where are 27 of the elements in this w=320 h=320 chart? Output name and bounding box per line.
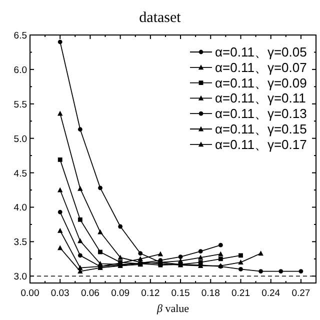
legend-label: α=0.11、γ=0.05 xyxy=(215,44,307,60)
legend-label: α=0.11、γ=0.17 xyxy=(215,136,307,152)
legend-label: α=0.11、γ=0.15 xyxy=(215,122,307,136)
x-tick-label: 0.03 xyxy=(50,288,70,299)
legend-label: α=0.11、γ=0.11 xyxy=(215,90,306,106)
x-tick-label: 0.24 xyxy=(262,288,280,299)
x-tick-label: 0.15 xyxy=(171,288,190,299)
x-tick-label: 0.18 xyxy=(201,288,220,299)
y-tick-label: 6.5 xyxy=(14,30,27,42)
x-axis-title: β value xyxy=(156,303,190,315)
x-tick-label: 0.00 xyxy=(20,288,40,299)
y-tick-label: 3.5 xyxy=(14,237,27,248)
y-tick-label: 3.0 xyxy=(14,272,27,283)
y-tick-label: 4.0 xyxy=(14,202,27,214)
y-tick-label: 4.5 xyxy=(14,168,27,180)
legend-label: α=0.11、γ=0.09 xyxy=(215,75,307,90)
y-tick-label: 6.0 xyxy=(14,64,27,76)
x-tick-label: 0.27 xyxy=(292,288,310,299)
legend-label: α=0.11、γ=0.13 xyxy=(215,106,307,122)
x-tick-label: 0.12 xyxy=(141,288,160,299)
y-tick-label: 5.5 xyxy=(14,99,27,110)
chart-title: dataset xyxy=(139,10,182,26)
x-tick-label: 0.21 xyxy=(231,288,250,299)
legend-label: α=0.11、γ=0.07 xyxy=(215,60,307,75)
y-tick-label: 5.0 xyxy=(14,134,27,145)
x-tick-label: 0.09 xyxy=(111,288,130,299)
x-tick-label: 0.06 xyxy=(80,288,100,299)
